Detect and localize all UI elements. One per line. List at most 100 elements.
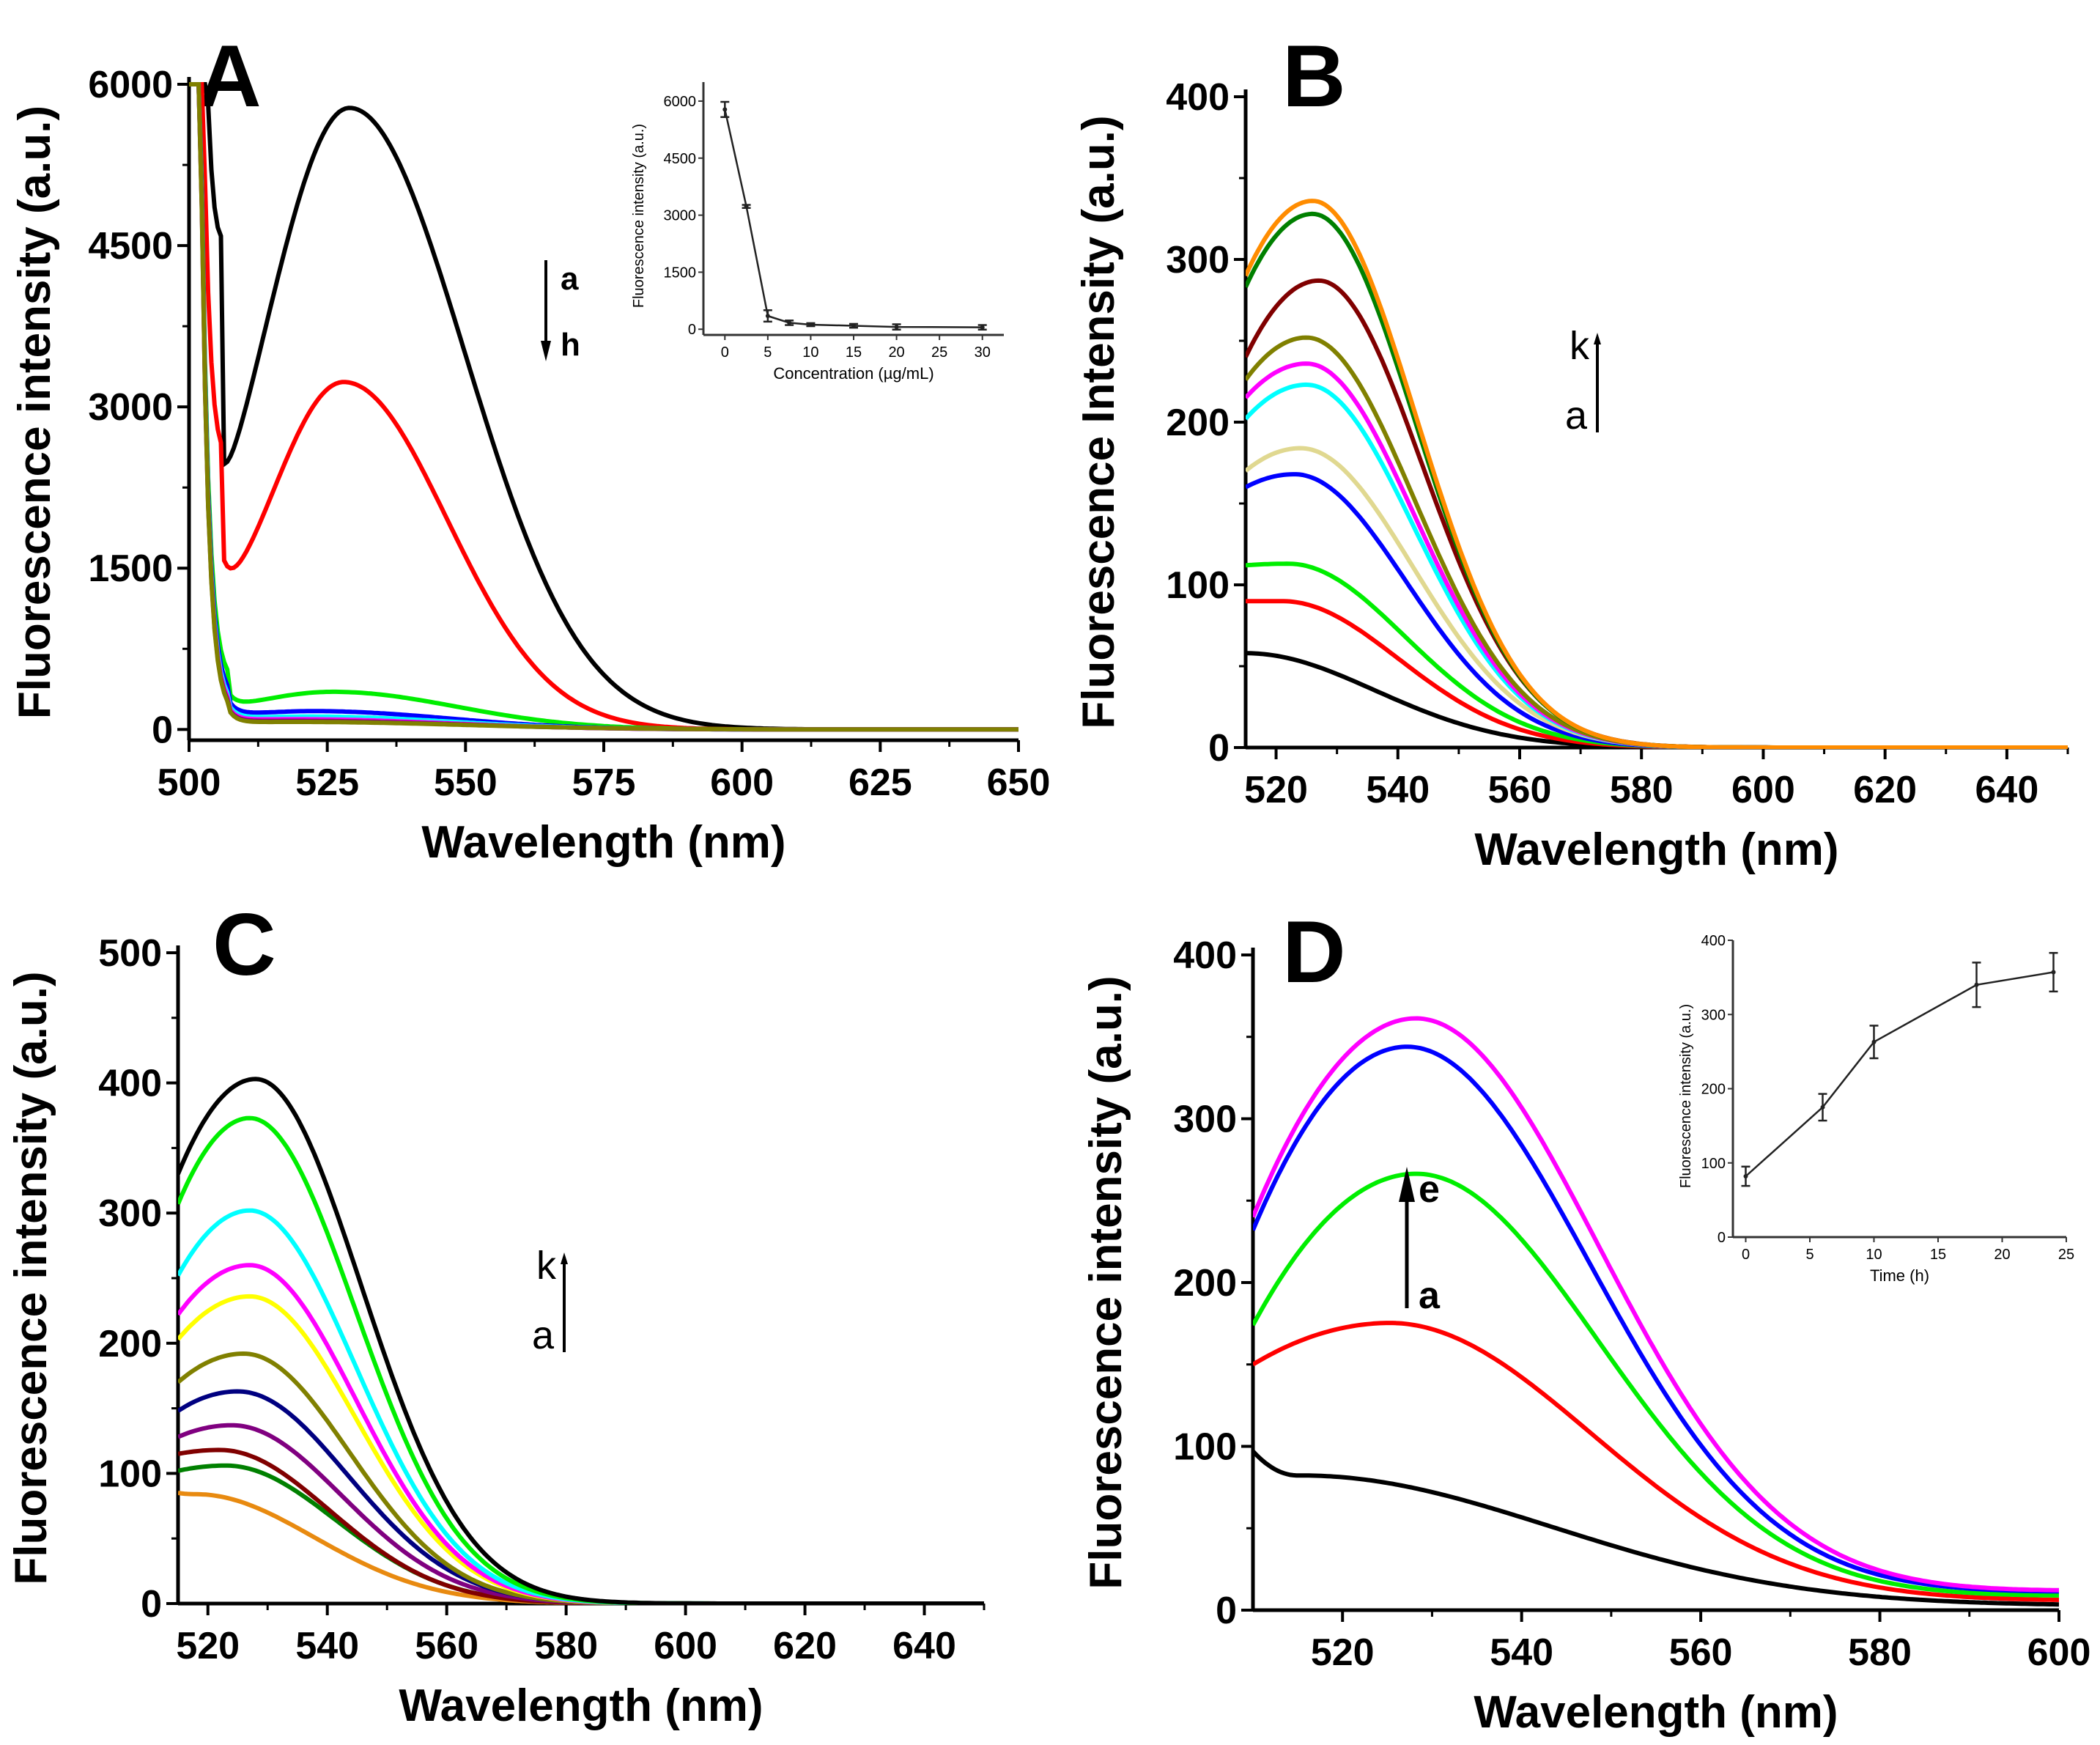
y-tick-label: 3000 (88, 386, 173, 429)
panel-letter: B (1282, 27, 1346, 125)
inset-data-point (744, 204, 749, 209)
arrow-head-icon (1399, 1167, 1415, 1202)
x-tick-label: 600 (710, 761, 774, 804)
x-tick-label: 520 (176, 1625, 240, 1667)
y-tick-label: 0 (1208, 727, 1230, 770)
inset-y-tick-label: 0 (1718, 1230, 1726, 1246)
inset-y-tick-label: 400 (1701, 933, 1726, 949)
panel-A: 500 525 550 575 600 625 65001500300045006000Wa… (10, 27, 1050, 868)
inset-data-point (894, 325, 899, 330)
series-line-f (1246, 382, 2068, 749)
inset-x-tick-label: 5 (764, 344, 772, 361)
series-line-c (1253, 1171, 2059, 1598)
x-tick-label: 540 (295, 1625, 359, 1667)
x-tick-label: 640 (1975, 769, 2039, 811)
series-line-k (178, 1077, 984, 1605)
y-tick-label: 0 (141, 1583, 162, 1626)
series-line-h (189, 82, 1018, 732)
x-tick-label: 580 (1848, 1631, 1912, 1674)
inset-y-tick-label: 4500 (664, 151, 697, 167)
y-tick-label: 100 (98, 1453, 162, 1495)
y-tick-label: 0 (152, 709, 173, 751)
inset-data-point (1871, 1039, 1877, 1044)
panel-letter: C (212, 896, 276, 994)
annotation-label-end: h (561, 327, 580, 363)
x-tick-label: 520 (1244, 769, 1308, 811)
inset-error-bar (742, 204, 751, 209)
inset-y-tick-label: 0 (688, 322, 696, 338)
y-tick-label: 300 (1166, 239, 1230, 281)
x-tick-label: 600 (1731, 769, 1795, 811)
inset-line (724, 109, 983, 328)
x-tick-label: 500 (158, 761, 221, 804)
inset-y-tick-label: 3000 (664, 208, 697, 224)
inset-error-bar (1818, 1093, 1827, 1122)
y-tick-label: 400 (1173, 934, 1237, 977)
x-tick-label: 600 (654, 1625, 717, 1667)
inset-error-bar (849, 322, 858, 329)
inset-data-point (1743, 1173, 1748, 1178)
y-tick-label: 100 (1166, 564, 1230, 607)
y-axis-title: Fluorescence intensity (a.u.) (1081, 975, 1131, 1589)
series-line-c (1246, 561, 2068, 749)
inset-y-tick-label: 200 (1701, 1082, 1726, 1098)
inset-x-tick-label: 0 (1742, 1247, 1750, 1263)
inset-error-bar (977, 324, 987, 331)
inset-data-point (765, 314, 770, 319)
inset-y-tick-label: 100 (1701, 1156, 1726, 1172)
panel-B: 520 540 560 580 600 620 640 0 100 200 300 400 Wavele… (1073, 27, 2069, 875)
series-line-d (1246, 472, 2068, 749)
inset-x-axis-title: Time (h) (1870, 1266, 1929, 1285)
x-tick-label: 575 (572, 761, 636, 804)
series-line-k (1246, 199, 2068, 749)
y-axis-title: Fluorescence intensity (a.u.) (6, 971, 56, 1584)
y-axis-title: Fluorescence Intensity (a.u.) (1073, 115, 1124, 728)
series-line-f (178, 1351, 984, 1605)
y-tick-label: 200 (98, 1323, 162, 1365)
inset-data-point (808, 322, 813, 327)
x-tick-label: 540 (1366, 769, 1430, 811)
annotation-label-end: k (536, 1244, 557, 1288)
annotation-label-end: e (1419, 1168, 1440, 1211)
y-tick-label: 100 (1173, 1426, 1237, 1469)
inset-x-tick-label: 5 (1805, 1247, 1814, 1263)
inset-error-bar (1741, 1165, 1750, 1187)
annotation-label-start: a (561, 261, 579, 297)
inset-error-bar (2049, 951, 2058, 993)
inset-error-bar (1869, 1025, 1879, 1060)
inset-x-tick-label: 10 (1866, 1247, 1882, 1263)
x-tick-label: 560 (415, 1625, 478, 1667)
inset-data-point (851, 323, 856, 328)
inset-error-bar (720, 100, 730, 118)
inset-data-point (980, 325, 985, 330)
y-tick-label: 4500 (88, 225, 173, 268)
inset-x-tick-label: 30 (975, 344, 991, 361)
inset-error-bar (763, 309, 772, 323)
x-axis-title: Wavelength (nm) (1474, 824, 1838, 875)
series-line-a (1253, 1450, 2059, 1607)
panel-letter: D (1282, 903, 1346, 1001)
inset-x-tick-label: 10 (802, 344, 818, 361)
inset-y-axis-title: Fluorescence intensity (a.u.) (631, 124, 647, 308)
y-tick-label: 300 (98, 1192, 162, 1235)
x-tick-label: 620 (1853, 769, 1917, 811)
inset-chart: 0 5 10 15 20 25 0 100 200 300 400 Time (h) Fluoresce… (1678, 933, 2074, 1285)
x-axis-title: Wavelength (nm) (399, 1681, 763, 1731)
series-line-e (178, 1389, 984, 1605)
annotation-label-start: a (1565, 394, 1588, 438)
inset-chart: 0 5 10 15 20 25 30 0 1500 3000 4500 6000 Concentrati… (631, 82, 1004, 383)
inset-y-axis-title: Fluorescence intensity (a.u.) (1678, 1004, 1694, 1188)
y-tick-label: 200 (1166, 402, 1230, 444)
inset-x-tick-label: 0 (721, 344, 729, 361)
x-tick-label: 600 (2027, 1631, 2091, 1674)
x-tick-label: 525 (295, 761, 359, 804)
inset-y-tick-label: 1500 (664, 265, 697, 281)
x-tick-label: 560 (1669, 1631, 1733, 1674)
inset-data-point (722, 107, 728, 112)
series-line-b (1253, 1321, 2059, 1602)
inset-x-tick-label: 20 (1994, 1247, 2010, 1263)
x-tick-label: 640 (892, 1625, 956, 1667)
x-axis-title: Wavelength (nm) (421, 817, 785, 868)
series-line-d (178, 1423, 984, 1605)
